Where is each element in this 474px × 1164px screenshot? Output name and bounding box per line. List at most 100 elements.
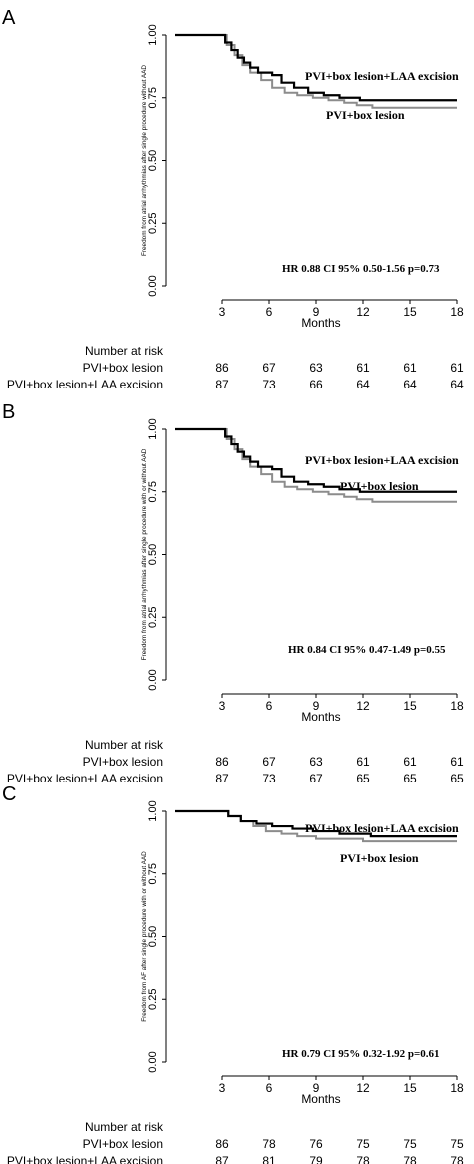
x-tick-label: 9 (313, 1081, 320, 1095)
series-label-laa-excision: PVI+box lesion+LAA excision (305, 821, 459, 835)
x-tick-label: 15 (403, 699, 417, 713)
x-tick-label: 15 (403, 1081, 417, 1095)
x-tick-label: 9 (313, 699, 320, 713)
risk-value: 78 (403, 1154, 417, 1164)
risk-value: 61 (356, 755, 370, 769)
series-label-box-lesion: PVI+box lesion (326, 108, 405, 122)
panel-a: A 0.00 0.25 0.50 0.75 1.00 Freedom from atrial… (0, 0, 474, 388)
risk-row-label: PVI+box lesion+LAA excision (7, 378, 163, 388)
y-tick-label: 0.75 (147, 863, 159, 884)
hr-annotation: HR 0.88 CI 95% 0.50-1.56 p=0.73 (282, 263, 440, 275)
y-tick-label: 0.25 (147, 213, 159, 234)
x-tick-label: 18 (450, 699, 464, 713)
risk-value: 64 (403, 378, 417, 388)
x-tick-label: 15 (403, 305, 417, 319)
risk-value: 67 (262, 361, 276, 375)
risk-value: 65 (450, 772, 464, 782)
risk-row-label: PVI+box lesion+LAA excision (7, 1154, 163, 1164)
risk-value: 61 (403, 755, 417, 769)
x-axis-title: Months (301, 1092, 340, 1106)
risk-table-title: Number at risk (85, 1120, 164, 1134)
km-chart-b: B 0.00 0.25 0.50 0.75 1.00 Freedom from atrial… (2, 401, 464, 782)
y-tick-label: 0.75 (147, 481, 159, 502)
panel-b: B 0.00 0.25 0.50 0.75 1.00 Freedom from atrial… (0, 394, 474, 782)
km-chart-c: C 0.00 0.25 0.50 0.75 1.00 Freedom from AF aft… (2, 783, 464, 1164)
x-tick-label: 6 (266, 699, 273, 713)
risk-table-title: Number at risk (85, 344, 164, 358)
panel-label: A (2, 7, 16, 29)
series-label-laa-excision: PVI+box lesion+LAA excision (305, 453, 459, 467)
x-tick-label: 3 (219, 1081, 226, 1095)
risk-value: 86 (215, 361, 229, 375)
risk-value: 75 (450, 1137, 464, 1151)
hr-annotation: HR 0.79 CI 95% 0.32-1.92 p=0.61 (282, 1048, 440, 1060)
risk-row-label: PVI+box lesion (83, 755, 163, 769)
hr-annotation: HR 0.84 CI 95% 0.47-1.49 p=0.55 (288, 644, 446, 656)
risk-row-label: PVI+box lesion+LAA excision (7, 772, 163, 782)
risk-value: 86 (215, 755, 229, 769)
y-tick-label: 0.25 (147, 607, 159, 628)
y-tick-label: 0.00 (147, 669, 159, 690)
risk-value: 61 (450, 361, 464, 375)
x-tick-label: 3 (219, 305, 226, 319)
y-tick-label: 0.75 (147, 87, 159, 108)
panel-label: B (2, 401, 15, 423)
risk-table-title: Number at risk (85, 738, 164, 752)
y-tick-label: 1.00 (147, 800, 159, 821)
risk-value: 63 (309, 755, 323, 769)
x-axis-title: Months (301, 316, 340, 330)
y-tick-label: 0.25 (147, 989, 159, 1010)
risk-value: 87 (215, 378, 229, 388)
y-axis-title: Freedom from AF after single procedure w… (141, 851, 148, 1022)
risk-value: 66 (309, 378, 323, 388)
y-tick-label: 1.00 (147, 418, 159, 439)
series-label-laa-excision: PVI+box lesion+LAA excision (305, 69, 459, 83)
risk-value: 61 (450, 755, 464, 769)
x-tick-label: 12 (356, 305, 370, 319)
km-chart-a: A 0.00 0.25 0.50 0.75 1.00 Freedom from atrial… (2, 7, 464, 388)
risk-row-label: PVI+box lesion (83, 361, 163, 375)
y-axis-title: Freedom from atrial arrhythmias after si… (141, 448, 148, 660)
risk-value: 87 (215, 1154, 229, 1164)
x-tick-label: 12 (356, 1081, 370, 1095)
x-tick-label: 6 (266, 305, 273, 319)
risk-value: 86 (215, 1137, 229, 1151)
risk-value: 67 (262, 755, 276, 769)
risk-value: 87 (215, 772, 229, 782)
risk-value: 61 (356, 361, 370, 375)
series-line-box-lesion (175, 34, 457, 109)
risk-value: 78 (450, 1154, 464, 1164)
y-tick-label: 0.00 (147, 1051, 159, 1072)
y-tick-label: 0.50 (147, 544, 159, 565)
risk-value: 73 (262, 378, 276, 388)
x-axis-title: Months (301, 710, 340, 724)
risk-value: 79 (309, 1154, 323, 1164)
y-axis-title: Freedom from atrial arrhythmias after si… (141, 65, 148, 256)
x-tick-label: 18 (450, 1081, 464, 1095)
risk-value: 75 (403, 1137, 417, 1151)
risk-value: 78 (356, 1154, 370, 1164)
risk-value: 64 (450, 378, 464, 388)
x-tick-label: 9 (313, 305, 320, 319)
y-tick-label: 0.50 (147, 926, 159, 947)
series-line-laa-excision (175, 809, 457, 838)
series-line-laa-excision (175, 427, 457, 493)
risk-value: 73 (262, 772, 276, 782)
series-label-box-lesion: PVI+box lesion (340, 479, 419, 493)
y-tick-label: 0.00 (147, 275, 159, 296)
risk-value: 67 (309, 772, 323, 782)
risk-value: 78 (262, 1137, 276, 1151)
panel-label: C (2, 783, 16, 805)
risk-value: 65 (403, 772, 417, 782)
risk-value: 63 (309, 361, 323, 375)
series-line-laa-excision (175, 33, 457, 102)
risk-row-label: PVI+box lesion (83, 1137, 163, 1151)
y-tick-label: 0.50 (147, 150, 159, 171)
x-tick-label: 12 (356, 699, 370, 713)
x-tick-label: 3 (219, 699, 226, 713)
risk-value: 61 (403, 361, 417, 375)
risk-value: 76 (309, 1137, 323, 1151)
x-tick-label: 18 (450, 305, 464, 319)
risk-value: 75 (356, 1137, 370, 1151)
risk-value: 65 (356, 772, 370, 782)
